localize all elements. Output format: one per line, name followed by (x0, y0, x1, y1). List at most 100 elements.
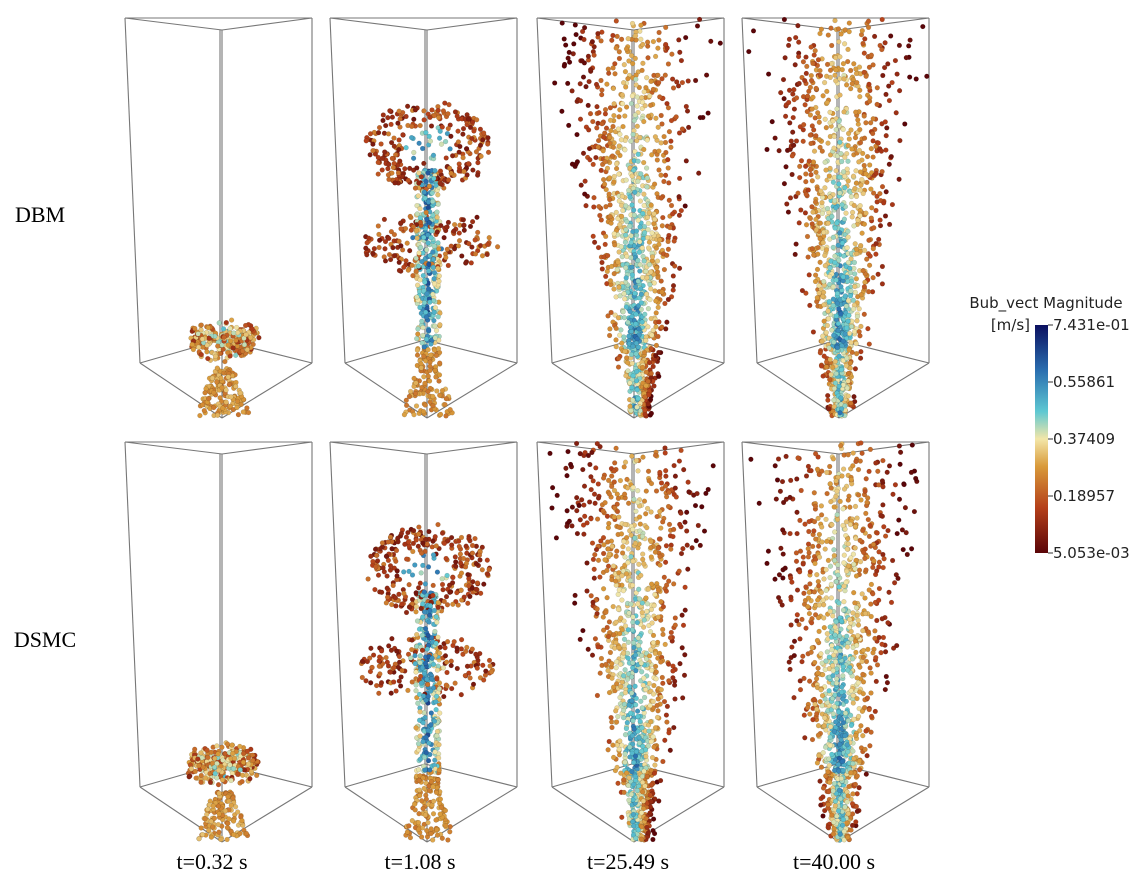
bubble (648, 270, 653, 275)
bubble (233, 353, 238, 358)
bubble (669, 118, 674, 123)
bubble (867, 238, 872, 243)
simulation-panel (742, 17, 929, 418)
bubble (852, 394, 857, 399)
bubble (390, 115, 395, 120)
bubble (235, 810, 240, 815)
bubble (838, 93, 843, 98)
bubble (609, 221, 614, 226)
bubble (864, 257, 869, 262)
bubble (853, 290, 858, 295)
bubble (471, 682, 476, 687)
bubble (810, 204, 815, 209)
bubble (834, 221, 839, 226)
bubble (851, 307, 856, 312)
bubble (818, 350, 823, 355)
bubble (831, 303, 836, 308)
bubble (241, 410, 246, 415)
bubble (246, 410, 251, 415)
bubble (857, 148, 862, 153)
bubble (388, 568, 393, 573)
bubble (854, 341, 859, 346)
bubble (414, 644, 419, 649)
bubble (788, 196, 793, 201)
bubble (849, 128, 854, 133)
bubble (473, 252, 478, 257)
bubble (560, 21, 565, 26)
bubble (442, 101, 447, 106)
bubble (211, 405, 216, 410)
bubble (646, 379, 651, 384)
bubble (413, 391, 418, 396)
bubble (199, 323, 204, 328)
bubble (599, 92, 604, 97)
bubble (818, 73, 823, 78)
box-edge (742, 18, 757, 363)
bubble (869, 216, 874, 221)
bubble (652, 384, 657, 389)
bubble (246, 756, 251, 761)
bubble (584, 203, 589, 208)
bubble (433, 324, 438, 329)
bubble (846, 394, 851, 399)
bubble (623, 69, 628, 74)
bubble (824, 125, 829, 130)
bubble (424, 210, 429, 215)
bubble (237, 744, 242, 749)
bubble (887, 162, 892, 167)
bubble (443, 255, 448, 260)
bubble (220, 745, 225, 750)
bubble (435, 230, 440, 235)
bubble (647, 211, 652, 216)
bubble (418, 123, 423, 128)
simulation-panel (330, 18, 517, 418)
bubble (685, 109, 690, 114)
bubble (652, 281, 657, 286)
bubble (586, 103, 591, 108)
bubble (666, 247, 671, 252)
bubble (811, 253, 816, 258)
bubble (810, 222, 815, 227)
bubble (826, 141, 831, 146)
bubble (862, 312, 867, 317)
bubble (884, 126, 889, 131)
bubble (814, 86, 819, 91)
bubble (619, 328, 624, 333)
bubble (223, 359, 228, 364)
bubble (640, 211, 645, 216)
bubble (205, 807, 210, 812)
bubble (477, 553, 482, 558)
bubble (438, 129, 443, 134)
bubble (833, 381, 838, 386)
bubble (209, 819, 214, 824)
bubble (833, 55, 838, 60)
bubble (656, 80, 661, 85)
bubble (696, 171, 701, 176)
bubble (878, 191, 883, 196)
bubble (855, 318, 860, 323)
bubble (407, 569, 412, 574)
bubble (621, 335, 626, 340)
bubble (619, 341, 624, 346)
bubble (365, 659, 370, 664)
bubble (240, 779, 245, 784)
bubble (616, 172, 621, 177)
bubble (376, 130, 381, 135)
bubble (668, 225, 673, 230)
bubble (413, 808, 418, 813)
bubble (623, 147, 628, 152)
bubble (679, 58, 684, 63)
bubble (481, 131, 486, 136)
bubble (471, 168, 476, 173)
bubble (379, 649, 384, 654)
bubble (606, 314, 611, 319)
bubble (395, 574, 400, 579)
bubble (784, 164, 789, 169)
bubble (796, 40, 801, 45)
bubble (831, 119, 836, 124)
bubble (617, 49, 622, 54)
bubble (487, 658, 492, 663)
bubble (387, 177, 392, 182)
bubble (211, 804, 216, 809)
bubble (441, 694, 446, 699)
